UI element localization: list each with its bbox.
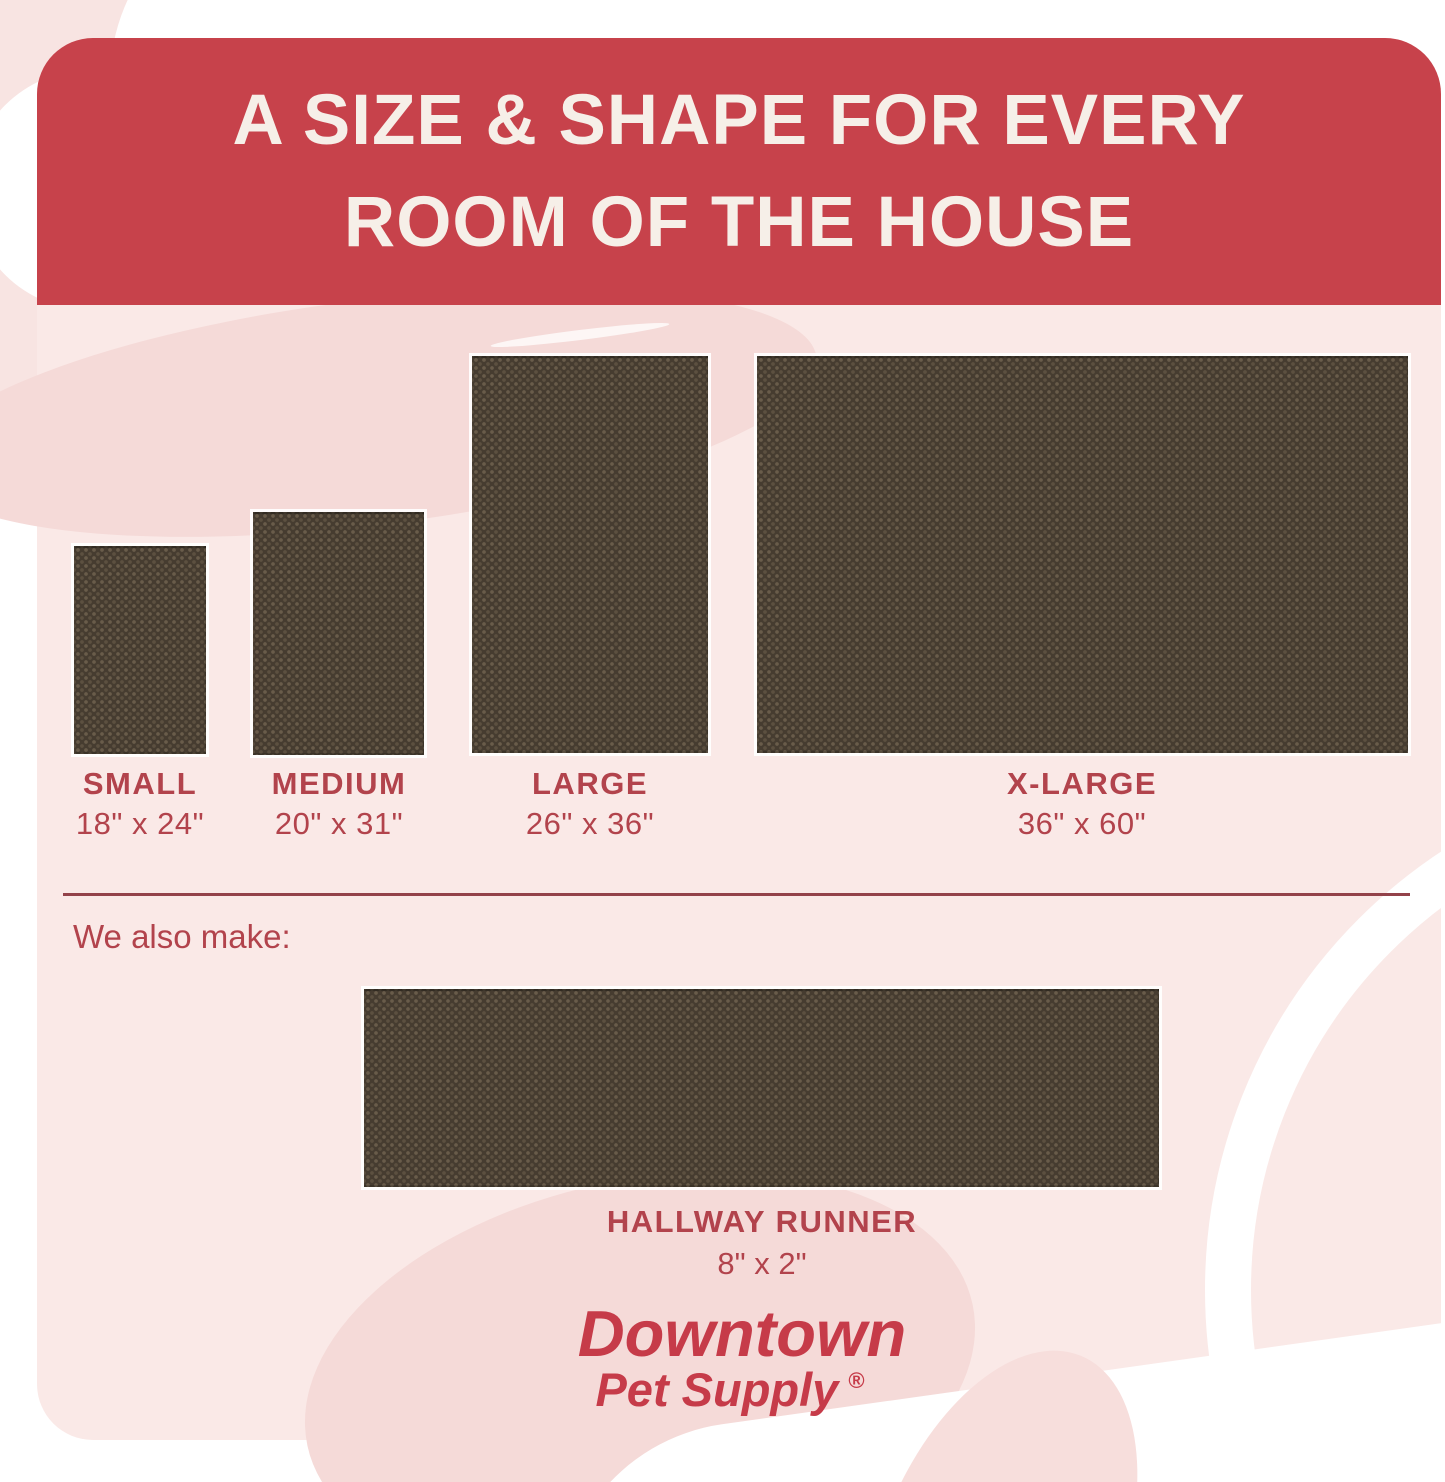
white-top-strip <box>400 0 1445 38</box>
size-dimensions-medium: 20" x 31" <box>274 806 404 841</box>
runner-label: HALLWAY RUNNER <box>606 1204 918 1239</box>
size-dimensions-xlarge: 36" x 60" <box>1017 806 1147 841</box>
size-label-large: LARGE <box>532 766 648 801</box>
also-make-label: We also make: <box>73 918 291 955</box>
brand-logo-name: Downtown <box>577 1297 907 1370</box>
size-label-xlarge: X-LARGE <box>1007 766 1157 801</box>
rug-swatch-medium <box>253 512 424 755</box>
size-dimensions-large: 26" x 36" <box>525 806 655 841</box>
size-label-small: SMALL <box>82 766 198 801</box>
page-title-line2: ROOM OF THE HOUSE <box>343 182 1135 262</box>
rug-swatch-small <box>74 546 206 754</box>
size-dimensions-small: 18" x 24" <box>75 806 205 841</box>
header-banner: A SIZE & SHAPE FOR EVERY ROOM OF THE HOU… <box>37 38 1441 305</box>
size-label-medium: MEDIUM <box>271 766 407 801</box>
page-title: A SIZE & SHAPE FOR EVERY ROOM OF THE HOU… <box>233 70 1246 274</box>
brand-logo-tagline: Pet Supply ® <box>595 1362 864 1417</box>
rug-swatch-hallway-runner <box>364 989 1159 1187</box>
page-title-line1: A SIZE & SHAPE FOR EVERY <box>232 80 1246 160</box>
brand-tagline-text: Pet Supply <box>595 1363 839 1416</box>
runner-dimensions: 8" x 2" <box>717 1246 807 1281</box>
registered-mark: ® <box>848 1368 865 1393</box>
rug-swatch-xlarge <box>757 356 1408 753</box>
rug-swatch-large <box>472 356 708 753</box>
section-divider <box>63 893 1410 896</box>
